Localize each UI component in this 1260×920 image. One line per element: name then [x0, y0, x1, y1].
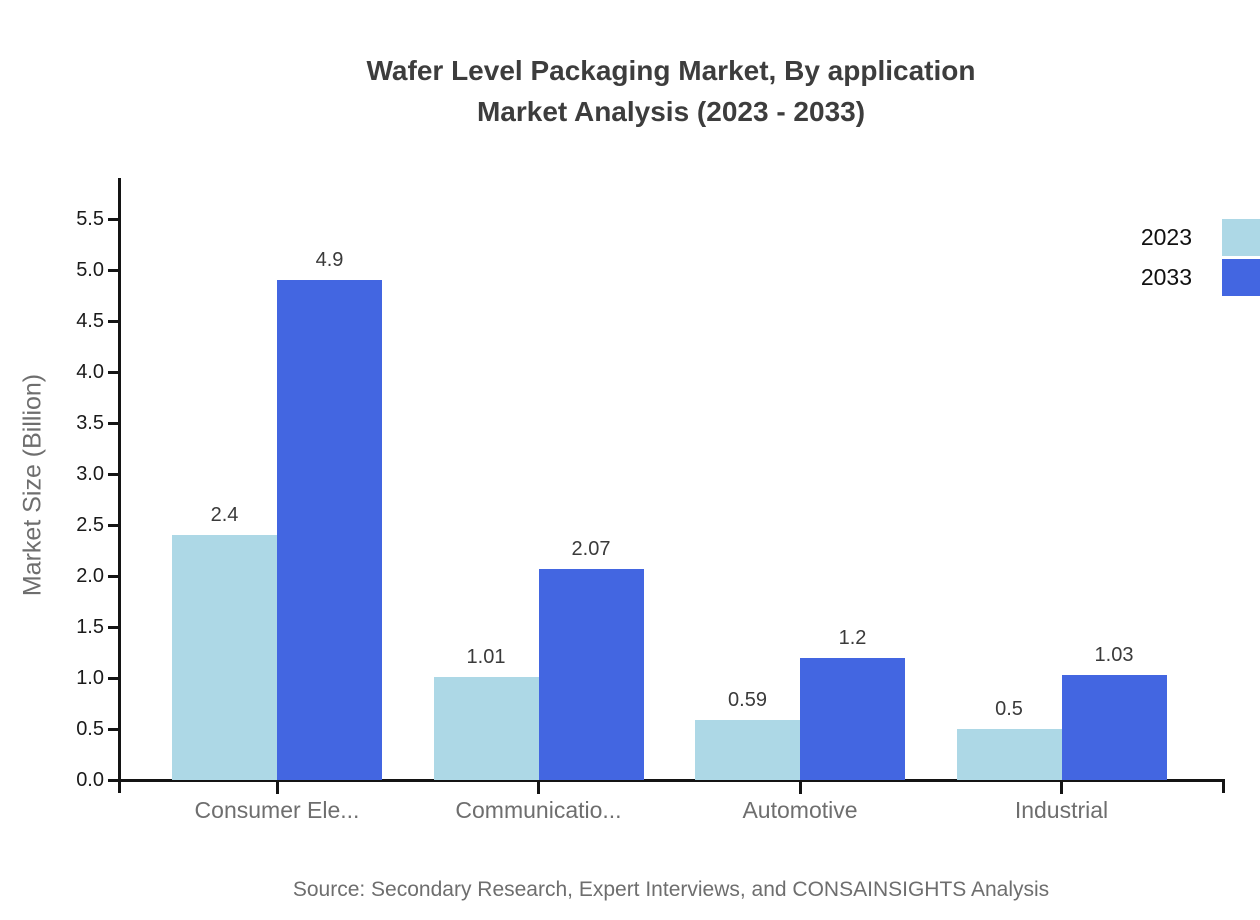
source-note: Source: Secondary Research, Expert Inter…	[292, 878, 1050, 901]
bar-2023-2	[433, 676, 539, 780]
x-axis-category-label: Automotive	[742, 797, 858, 823]
x-axis-tick	[1060, 782, 1063, 794]
x-axis-category-label: Consumer Ele...	[194, 797, 360, 823]
x-axis-tick	[537, 782, 540, 794]
y-tick	[108, 778, 118, 782]
bar-2023-1	[172, 535, 277, 780]
chart-title-line-1: Wafer Level Packaging Market, By applica…	[366, 55, 976, 86]
x-axis-tick	[275, 782, 279, 794]
bar-2033-4	[1061, 674, 1167, 780]
y-tick	[108, 319, 118, 323]
y-tick-label: 5.5	[76, 208, 104, 230]
bar-value-label: 1.2	[838, 626, 867, 649]
y-tick-label: 0.5	[76, 718, 104, 740]
y-tick-label: 4.0	[76, 361, 104, 383]
y-tick	[108, 574, 118, 578]
bar-2033-1	[277, 280, 382, 780]
legend-swatch-2033	[1222, 258, 1260, 296]
bar-value-label: 1.01	[466, 645, 506, 668]
x-axis-category-label: Communicatio...	[455, 797, 622, 823]
bar-value-label: 4.9	[315, 249, 344, 272]
x-axis-line	[118, 779, 1225, 782]
x-axis-category-label: Industrial	[1014, 797, 1109, 823]
x-axis-end-tick	[1222, 779, 1225, 793]
y-tick-label: 1.5	[76, 616, 104, 638]
y-tick	[108, 727, 118, 731]
x-axis-tick	[798, 782, 802, 794]
bar-2023-3	[695, 719, 800, 780]
bar-2023-4	[956, 729, 1062, 780]
y-tick-label: 2.5	[76, 514, 104, 536]
bar-value-label: 0.5	[995, 698, 1023, 720]
y-tick	[108, 472, 118, 476]
bar-value-label: 0.59	[728, 688, 767, 711]
y-axis-line	[118, 178, 121, 793]
legend-item-2033: 2033	[1141, 258, 1260, 296]
y-tick	[108, 421, 118, 425]
bar-2033-3	[800, 657, 905, 780]
y-tick-label: 3.0	[76, 463, 104, 485]
y-tick	[108, 217, 118, 221]
y-tick-label: 0.0	[76, 769, 104, 791]
legend-swatch-2023	[1222, 218, 1260, 256]
y-tick-label: 4.5	[76, 310, 104, 332]
chart-title: Wafer Level Packaging Market, By applica…	[0, 50, 1260, 132]
bar-value-label: 1.03	[1094, 643, 1134, 666]
bar-2033-2	[538, 568, 644, 780]
y-tick	[108, 523, 118, 527]
bar-value-label: 2.4	[210, 504, 239, 527]
y-tick-label: 3.5	[76, 412, 104, 434]
y-tick-label: 2.0	[76, 565, 104, 587]
y-tick	[108, 676, 118, 680]
legend-item-2023: 2023	[1141, 218, 1260, 256]
chart-title-line-2: Market Analysis (2023 - 2033)	[476, 96, 866, 127]
y-tick	[108, 370, 118, 374]
y-tick	[108, 625, 118, 629]
bar-value-label: 2.07	[571, 537, 611, 560]
y-tick-label: 5.0	[76, 259, 104, 281]
y-tick	[108, 268, 118, 272]
legend-label-2023: 2023	[1140, 223, 1192, 250]
legend-label-2033: 2033	[1140, 263, 1192, 290]
y-tick-label: 1.0	[76, 667, 104, 689]
